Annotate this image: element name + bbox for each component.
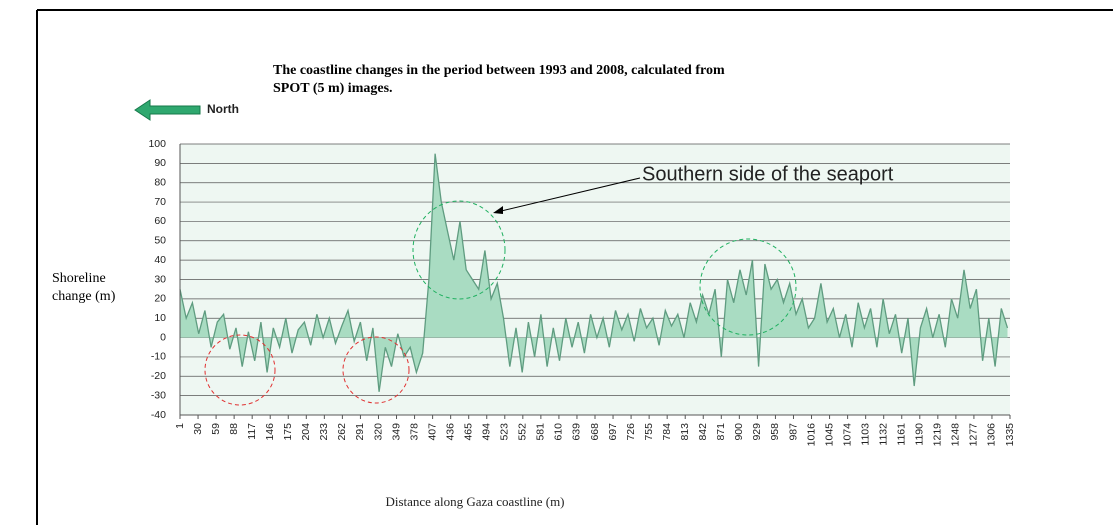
x-tick-label: 291: [354, 423, 366, 441]
direction-label: North: [207, 102, 239, 116]
x-tick-label: 1306: [986, 423, 998, 447]
x-tick-label: 30: [192, 423, 204, 435]
x-tick-label: 842: [697, 423, 709, 441]
y-tick-label: 30: [154, 273, 166, 285]
x-tick-label: 1016: [805, 423, 817, 447]
x-tick-label: 1: [174, 423, 186, 429]
annotation-arrow: [496, 177, 641, 213]
y-tick-label: 50: [154, 235, 166, 247]
x-tick-label: 465: [462, 423, 474, 441]
line: [179, 153, 1009, 392]
x-tick-label: 784: [661, 423, 673, 441]
y-tick-label: 80: [154, 176, 166, 188]
chart-title: The coastline changes in the period betw…: [273, 63, 725, 96]
x-tick-label: 581: [535, 423, 547, 441]
north-arrow: [134, 99, 201, 121]
x-tick-label: 1161: [896, 423, 908, 446]
x-tick-label: 1248: [950, 423, 962, 447]
x-tick-label: 958: [769, 423, 781, 441]
area: [180, 153, 1008, 392]
x-tick-label: 88: [228, 423, 240, 435]
y-tick-label: -20: [151, 370, 166, 382]
y-tick-label: -10: [151, 351, 166, 363]
x-tick-label: 1335: [1004, 423, 1016, 447]
y-tick-label: 100: [148, 138, 166, 150]
x-tick-label: 175: [282, 423, 294, 441]
y-tick-label: 70: [154, 196, 166, 208]
x-tick-label: 1190: [914, 423, 926, 446]
x-tick-label: 233: [318, 423, 330, 441]
y-tick-label: 10: [154, 312, 166, 324]
x-tick-label: 494: [481, 423, 493, 441]
y-axis-label: Shoreline change (m): [52, 271, 116, 304]
x-axis-label: Distance along Gaza coastline (m): [385, 494, 564, 509]
x-tick-label: 320: [372, 423, 384, 441]
x-tick-label: 1277: [968, 423, 980, 447]
y-tick-label: 60: [154, 215, 166, 227]
arrow-head: [493, 206, 503, 214]
x-tick-label: 552: [517, 423, 529, 441]
x-tick-label: 900: [733, 423, 745, 441]
x-tick-label: 204: [300, 423, 312, 441]
highlight-circle: [412, 200, 506, 300]
x-tick-label: 146: [264, 423, 276, 441]
x-tick-label: 436: [444, 423, 456, 441]
x-tick-label: 1132: [877, 423, 889, 446]
x-tick-label: 117: [246, 423, 258, 440]
x-tick-label: 755: [643, 423, 655, 441]
x-tick-label: 262: [336, 423, 348, 441]
highlight-circle: [699, 238, 797, 336]
x-tick-label: 813: [679, 423, 691, 441]
x-tick-label: 639: [571, 423, 583, 441]
x-tick-label: 668: [589, 423, 601, 441]
x-tick-label: 378: [408, 423, 420, 441]
x-tick-label: 1045: [823, 423, 835, 447]
x-tick-label: 59: [210, 423, 222, 435]
x-tick-label: 871: [715, 423, 727, 441]
x-tick-label: 1219: [932, 423, 944, 447]
highlight-circle: [204, 334, 276, 406]
highlight-circle: [342, 336, 410, 404]
x-tick-label: 523: [499, 423, 511, 441]
x-tick-label: 349: [390, 423, 402, 441]
x-tick-label: 726: [625, 423, 637, 441]
x-tick-label: 1103: [859, 423, 871, 446]
x-tick-label: 407: [426, 423, 438, 441]
y-tick-label: -30: [151, 389, 166, 401]
x-tick-label: 697: [607, 423, 619, 441]
annotation: Southern side of the seaport: [642, 163, 894, 185]
y-tick-label: 40: [154, 254, 166, 266]
y-tick-label: 20: [154, 293, 166, 305]
y-tick-label: 0: [160, 331, 166, 343]
x-tick-label: 929: [751, 423, 763, 441]
y-tick-label: -40: [151, 409, 166, 421]
x-tick-label: 987: [787, 423, 799, 441]
y-tick-label: 90: [154, 157, 166, 169]
x-tick-label: 610: [553, 423, 565, 441]
x-tick-label: 1074: [841, 423, 853, 447]
